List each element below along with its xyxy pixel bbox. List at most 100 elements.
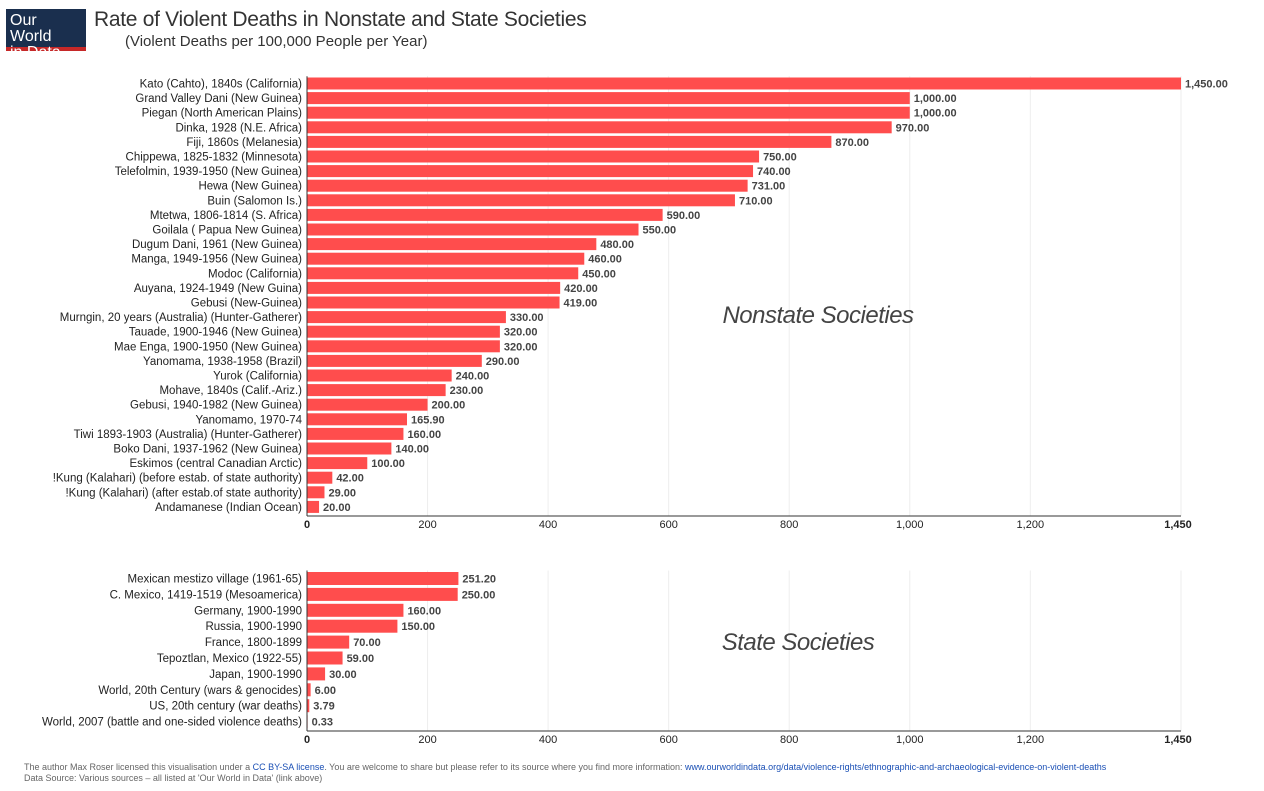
category-label: Mtetwa, 1806-1814 (S. Africa) <box>150 210 302 222</box>
bar <box>307 165 754 178</box>
x-tick-label: 600 <box>659 519 677 531</box>
category-label: World, 20th Century (wars & genocides) <box>98 685 302 697</box>
x-tick-label: 1,450 <box>1164 519 1192 531</box>
bar <box>307 106 910 119</box>
category-label: Tauade, 1900-1946 (New Guinea) <box>129 327 302 339</box>
data-label: 30.00 <box>329 669 357 681</box>
category-label: !Kung (Kalahari) (after estab.of state a… <box>65 487 302 499</box>
data-label: 320.00 <box>504 341 538 353</box>
category-label: !Kung (Kalahari) (before estab. of state… <box>53 473 302 485</box>
data-label: 160.00 <box>407 429 441 441</box>
category-label: Dugum Dani, 1961 (New Guinea) <box>132 239 302 251</box>
x-tick-label: 400 <box>539 519 557 531</box>
category-label: Germany, 1900-1990 <box>194 605 302 617</box>
bar <box>307 699 310 713</box>
data-label: 550.00 <box>643 225 677 237</box>
x-tick-label: 0 <box>304 519 310 531</box>
x-tick-label: 600 <box>659 734 677 746</box>
bar <box>307 223 639 236</box>
bar <box>307 683 311 697</box>
bar <box>307 194 735 207</box>
data-label: 750.00 <box>763 152 797 164</box>
bar <box>307 238 597 251</box>
data-label: 419.00 <box>564 298 598 310</box>
data-label: 250.00 <box>462 589 496 601</box>
category-label: Buin (Salomon Is.) <box>207 195 302 207</box>
data-label: 230.00 <box>450 385 484 397</box>
bar <box>307 369 452 382</box>
category-label: Japan, 1900-1990 <box>209 669 302 681</box>
bar <box>307 413 407 426</box>
x-tick-label: 1,200 <box>1017 519 1045 531</box>
bar <box>307 281 561 294</box>
category-label: Tiwi 1893-1903 (Australia) (Hunter-Gathe… <box>74 429 303 441</box>
category-label: Piegan (North American Plains) <box>142 108 303 120</box>
category-label: US, 20th century (war deaths) <box>149 701 302 713</box>
data-label: 6.00 <box>315 685 336 697</box>
source-link[interactable]: www.ourworldindata.org/data/violence-rig… <box>685 762 1107 772</box>
x-tick-label: 200 <box>418 519 436 531</box>
category-label: France, 1800-1899 <box>205 637 302 649</box>
bar <box>307 572 459 585</box>
category-label: Modoc (California) <box>208 268 302 280</box>
data-label: 140.00 <box>395 444 429 456</box>
logo-line-1: Our World <box>10 12 52 45</box>
category-label: Gebusi (New-Guinea) <box>191 298 302 310</box>
data-label: 59.00 <box>347 653 375 665</box>
data-label: 710.00 <box>739 195 773 207</box>
x-tick-label: 800 <box>780 734 798 746</box>
data-label: 420.00 <box>564 283 598 295</box>
data-label: 460.00 <box>588 254 622 266</box>
bar <box>307 354 482 367</box>
bar <box>307 667 326 681</box>
category-label: Boko Dani, 1937-1962 (New Guinea) <box>113 444 302 456</box>
category-label: Yurok (California) <box>213 371 302 383</box>
category-label: Grand Valley Dani (New Guinea) <box>135 93 302 105</box>
x-tick-label: 1,000 <box>896 734 924 746</box>
bar <box>307 121 892 134</box>
data-label: 480.00 <box>600 239 634 251</box>
data-label: 29.00 <box>328 487 356 499</box>
footer-data-source: Data Source: Various sources – all liste… <box>24 773 323 783</box>
bar <box>307 486 325 499</box>
x-tick-label: 1,450 <box>1164 734 1192 746</box>
data-label: 970.00 <box>896 122 930 134</box>
category-label: Goilala ( Papua New Guinea) <box>152 225 302 237</box>
bar <box>307 651 343 665</box>
bar <box>307 92 910 105</box>
category-label: Murngin, 20 years (Australia) (Hunter-Ga… <box>60 312 302 324</box>
license-link[interactable]: CC BY-SA license <box>252 762 325 772</box>
data-label: 740.00 <box>757 166 791 178</box>
bar <box>307 150 760 163</box>
data-label: 160.00 <box>407 605 441 617</box>
data-label: 320.00 <box>504 327 538 339</box>
category-label: Auyana, 1924-1949 (New Guina) <box>134 283 302 295</box>
footer-line-1: The author Max Roser licensed this visua… <box>24 762 1106 773</box>
bar <box>307 311 506 324</box>
data-label: 240.00 <box>456 371 490 383</box>
owid-logo: Our World in Data <box>6 9 86 61</box>
category-label: Manga, 1949-1956 (New Guinea) <box>131 254 302 266</box>
x-tick-label: 400 <box>539 734 557 746</box>
footer-license-text: The author Max Roser licensed this visua… <box>24 762 253 772</box>
bar <box>307 603 404 617</box>
category-label: Dinka, 1928 (N.E. Africa) <box>175 122 302 134</box>
data-label: 42.00 <box>336 473 364 485</box>
x-tick-label: 1,200 <box>1017 734 1045 746</box>
bar <box>307 325 500 338</box>
bar <box>307 619 398 633</box>
logo-line-2: in Data <box>10 44 61 61</box>
category-label: Telefolmin, 1939-1950 (New Guinea) <box>115 166 302 178</box>
bar <box>307 384 446 397</box>
category-label: World, 2007 (battle and one-sided violen… <box>42 717 302 729</box>
data-label: 1,450.00 <box>1185 79 1228 91</box>
data-label: 870.00 <box>835 137 869 149</box>
category-label: Andamanese (Indian Ocean) <box>155 502 302 514</box>
data-label: 0.33 <box>312 717 333 729</box>
data-label: 1,000.00 <box>914 93 957 105</box>
category-label: Kato (Cahto), 1840s (California) <box>140 79 303 91</box>
x-tick-label: 0 <box>304 734 310 746</box>
data-label: 165.90 <box>411 414 445 426</box>
category-label: Russia, 1900-1990 <box>205 621 302 633</box>
bar <box>307 398 428 411</box>
